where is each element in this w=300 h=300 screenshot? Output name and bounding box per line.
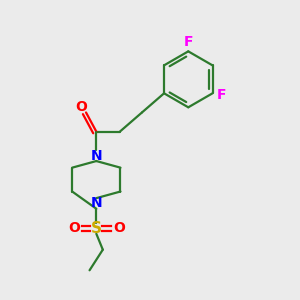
Text: N: N xyxy=(91,196,102,210)
Text: F: F xyxy=(217,88,227,102)
Text: O: O xyxy=(68,221,80,236)
Text: N: N xyxy=(91,149,102,163)
Text: O: O xyxy=(75,100,87,114)
Text: F: F xyxy=(184,35,193,49)
Text: O: O xyxy=(113,221,124,236)
Text: S: S xyxy=(91,221,102,236)
